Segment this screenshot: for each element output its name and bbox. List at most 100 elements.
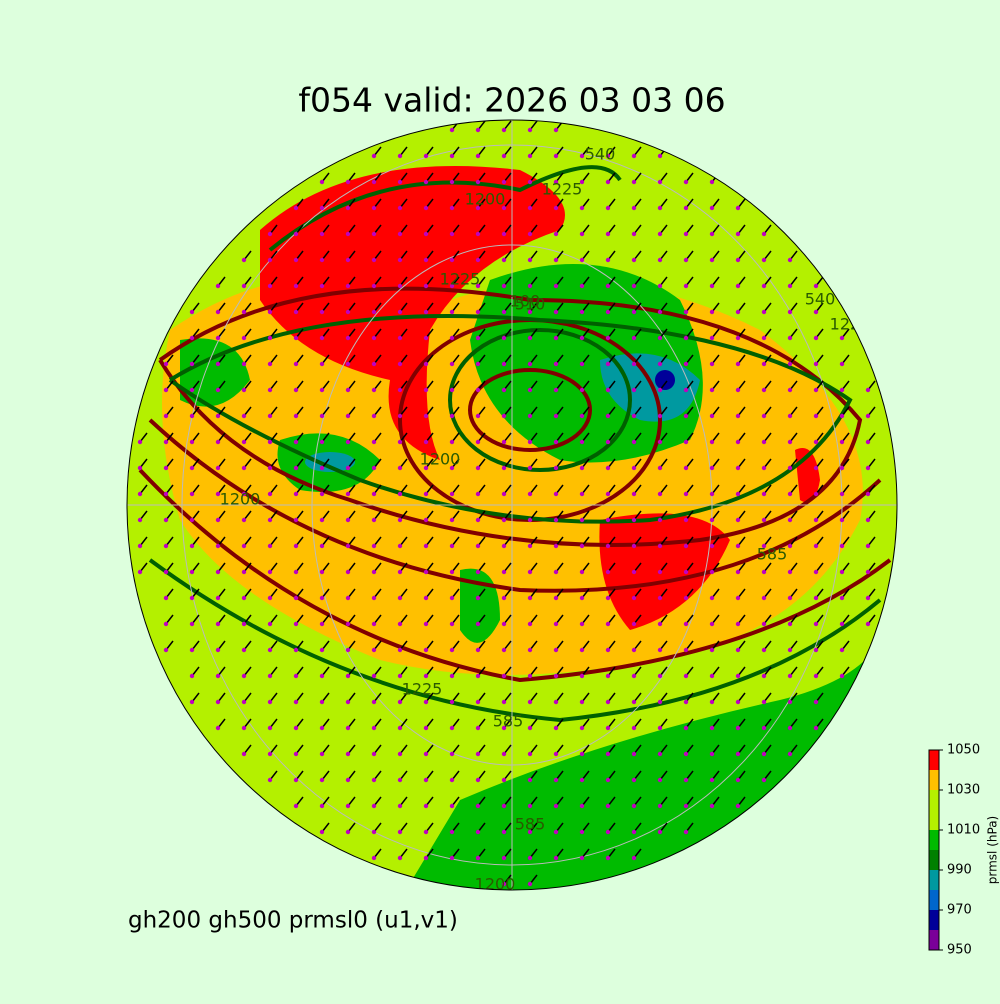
- barb-dot: [553, 751, 559, 757]
- barb-dot: [501, 465, 507, 471]
- graticule: [127, 120, 897, 890]
- barb-dot: [267, 283, 273, 289]
- barb-dot: [345, 439, 351, 445]
- barb-dot: [215, 647, 221, 653]
- barb-dot: [475, 153, 481, 159]
- barb-dot: [527, 855, 533, 861]
- barb-dot: [397, 205, 403, 211]
- barb-dot: [553, 699, 559, 705]
- barb-dot: [449, 413, 455, 419]
- barb-dot: [579, 647, 585, 653]
- barb-dot: [631, 179, 637, 185]
- barb-dot: [189, 309, 195, 315]
- barb-dot: [839, 621, 845, 627]
- barb-dot: [761, 231, 767, 237]
- barb-dot: [319, 387, 325, 393]
- barb-dot: [189, 387, 195, 393]
- barb-dot: [475, 465, 481, 471]
- barb-dot: [553, 413, 559, 419]
- barb-dot: [501, 803, 507, 809]
- high-core: [599, 513, 730, 630]
- contour-label: 1225: [402, 680, 443, 699]
- barb-dot: [501, 647, 507, 653]
- barb-dot: [241, 725, 247, 731]
- barb-dot: [449, 595, 455, 601]
- barb-dot: [397, 439, 403, 445]
- barb-dot: [345, 361, 351, 367]
- barb-dot: [293, 283, 299, 289]
- barb-dot: [839, 335, 845, 341]
- barb-dot: [397, 257, 403, 263]
- barb-dot: [735, 647, 741, 653]
- barb-dot: [709, 673, 715, 679]
- barb-dot: [267, 439, 273, 445]
- low-core: [305, 452, 355, 472]
- barb-dot: [215, 621, 221, 627]
- barb-dot: [241, 413, 247, 419]
- barb-dot: [865, 543, 871, 549]
- barb-dot: [579, 803, 585, 809]
- barb-dot: [423, 257, 429, 263]
- barb-dot: [839, 543, 845, 549]
- barb-dot: [267, 361, 273, 367]
- barb-dot: [189, 517, 195, 523]
- barb-dot: [267, 335, 273, 341]
- barb-dot: [501, 673, 507, 679]
- barb-dot: [579, 491, 585, 497]
- barb-dot: [709, 803, 715, 809]
- barb-dot: [865, 465, 871, 471]
- barb-dot: [631, 465, 637, 471]
- barb-dot: [761, 725, 767, 731]
- barb-dot: [813, 569, 819, 575]
- barb-dot: [215, 361, 221, 367]
- barb-dot: [501, 491, 507, 497]
- barb-dot: [683, 595, 689, 601]
- barb-dot: [527, 127, 533, 133]
- barb-dot: [137, 491, 143, 497]
- barb-dot: [449, 621, 455, 627]
- barb-dot: [475, 517, 481, 523]
- barb-dot: [553, 335, 559, 341]
- barb-dot: [787, 569, 793, 575]
- barb-dot: [397, 231, 403, 237]
- contour-label: 510: [515, 295, 546, 314]
- barb-dot: [605, 673, 611, 679]
- barb-dot: [735, 751, 741, 757]
- barb-dot: [371, 231, 377, 237]
- barb-dot: [319, 517, 325, 523]
- barb-dot: [579, 595, 585, 601]
- globe-outline: [126, 119, 898, 891]
- barb-dot: [319, 621, 325, 627]
- barb-dot: [449, 257, 455, 263]
- barb-dot: [709, 387, 715, 393]
- barb-dot: [475, 205, 481, 211]
- barb-dot: [683, 309, 689, 315]
- barb-dot: [657, 153, 663, 159]
- barb-dot: [709, 569, 715, 575]
- barb-dot: [579, 829, 585, 835]
- barb-dot: [657, 387, 663, 393]
- barb-dot: [293, 517, 299, 523]
- barb-dot: [241, 543, 247, 549]
- barb-dot: [787, 283, 793, 289]
- barb-dot: [449, 647, 455, 653]
- barb-dot: [839, 673, 845, 679]
- barb-dot: [449, 829, 455, 835]
- barb-dot: [761, 361, 767, 367]
- barb-dot: [605, 829, 611, 835]
- barb-dot: [709, 335, 715, 341]
- barb-dot: [527, 491, 533, 497]
- barb-dot: [631, 673, 637, 679]
- barb-dot: [865, 491, 871, 497]
- barb-dot: [605, 231, 611, 237]
- barb-dot: [527, 387, 533, 393]
- barb-dot: [787, 309, 793, 315]
- barb-dot: [371, 855, 377, 861]
- barb-dot: [709, 439, 715, 445]
- barb-dot: [449, 283, 455, 289]
- barb-dot: [475, 257, 481, 263]
- barb-dot: [683, 569, 689, 575]
- colorbar-bin: [929, 810, 939, 830]
- barb-dot: [449, 179, 455, 185]
- colorbar-tick-label: 1010: [947, 823, 980, 838]
